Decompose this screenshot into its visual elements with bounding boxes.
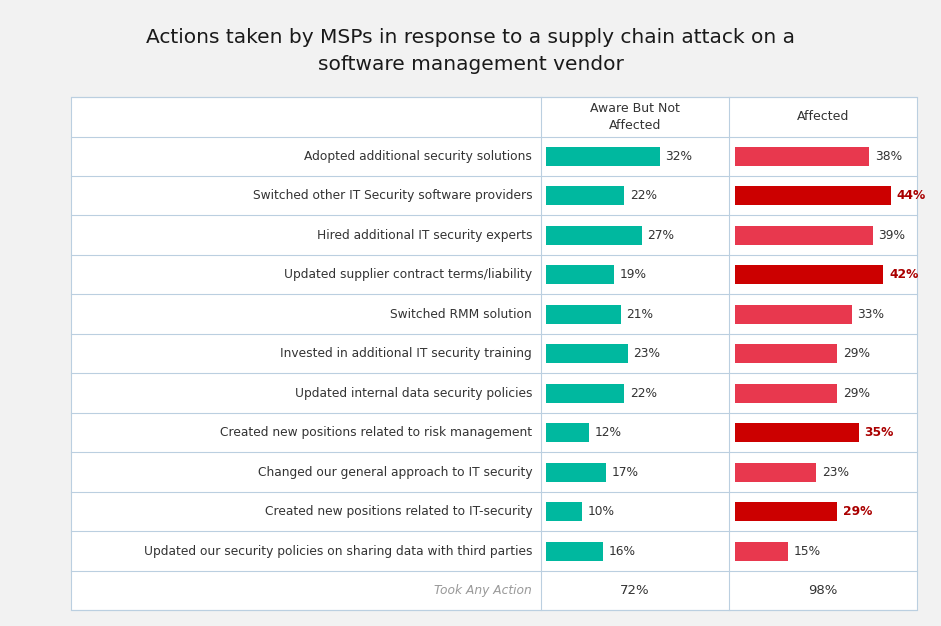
Bar xyxy=(546,344,628,363)
Text: Switched other IT Security software providers: Switched other IT Security software prov… xyxy=(252,189,532,202)
Text: Affected: Affected xyxy=(797,110,850,123)
Text: Adopted additional security solutions: Adopted additional security solutions xyxy=(304,150,532,163)
Bar xyxy=(546,384,624,403)
Text: 33%: 33% xyxy=(857,308,885,321)
Text: 23%: 23% xyxy=(633,347,661,360)
Text: 72%: 72% xyxy=(620,584,649,597)
Bar xyxy=(546,226,642,245)
Text: Aware But Not
Affected: Aware But Not Affected xyxy=(590,102,679,132)
Bar xyxy=(71,97,917,610)
Text: Changed our general approach to IT security: Changed our general approach to IT secur… xyxy=(258,466,532,479)
Bar xyxy=(546,423,589,442)
Bar xyxy=(735,463,816,481)
Text: 42%: 42% xyxy=(889,268,918,281)
Text: 16%: 16% xyxy=(609,545,635,558)
Bar xyxy=(546,187,624,205)
Bar xyxy=(546,265,614,284)
Bar xyxy=(735,226,873,245)
Text: Created new positions related to risk management: Created new positions related to risk ma… xyxy=(220,426,532,439)
Text: 10%: 10% xyxy=(587,505,614,518)
Text: Invested in additional IT security training: Invested in additional IT security train… xyxy=(280,347,532,360)
Text: 12%: 12% xyxy=(595,426,621,439)
Bar xyxy=(735,541,788,561)
Bar xyxy=(735,502,837,521)
Text: 22%: 22% xyxy=(630,189,657,202)
Text: 15%: 15% xyxy=(793,545,821,558)
Text: 21%: 21% xyxy=(627,308,653,321)
Bar xyxy=(546,146,660,166)
Bar xyxy=(546,502,582,521)
Bar xyxy=(735,265,884,284)
Text: 38%: 38% xyxy=(875,150,902,163)
Bar xyxy=(735,187,890,205)
Text: 35%: 35% xyxy=(865,426,894,439)
Text: Updated internal data security policies: Updated internal data security policies xyxy=(295,387,532,399)
Text: 29%: 29% xyxy=(843,387,870,399)
Text: Updated supplier contract terms/liability: Updated supplier contract terms/liabilit… xyxy=(284,268,532,281)
Text: 44%: 44% xyxy=(896,189,925,202)
Text: 22%: 22% xyxy=(630,387,657,399)
Bar xyxy=(735,146,869,166)
Bar xyxy=(735,423,859,442)
Text: Hired additional IT security experts: Hired additional IT security experts xyxy=(316,228,532,242)
Text: Actions taken by MSPs in response to a supply chain attack on a
software managem: Actions taken by MSPs in response to a s… xyxy=(146,28,795,74)
Text: 39%: 39% xyxy=(879,228,905,242)
Bar xyxy=(735,384,837,403)
Bar xyxy=(735,305,852,324)
Text: 29%: 29% xyxy=(843,505,872,518)
Text: 29%: 29% xyxy=(843,347,870,360)
Text: 23%: 23% xyxy=(821,466,849,479)
Text: 19%: 19% xyxy=(619,268,646,281)
Bar xyxy=(546,541,603,561)
Bar xyxy=(546,305,621,324)
Text: 32%: 32% xyxy=(665,150,693,163)
Text: 27%: 27% xyxy=(647,228,675,242)
Text: Took Any Action: Took Any Action xyxy=(435,584,532,597)
Text: Created new positions related to IT-security: Created new positions related to IT-secu… xyxy=(264,505,532,518)
Bar xyxy=(546,463,607,481)
Bar xyxy=(735,344,837,363)
Text: Switched RMM solution: Switched RMM solution xyxy=(391,308,532,321)
Text: 17%: 17% xyxy=(613,466,639,479)
Text: Updated our security policies on sharing data with third parties: Updated our security policies on sharing… xyxy=(144,545,532,558)
Text: 98%: 98% xyxy=(808,584,837,597)
